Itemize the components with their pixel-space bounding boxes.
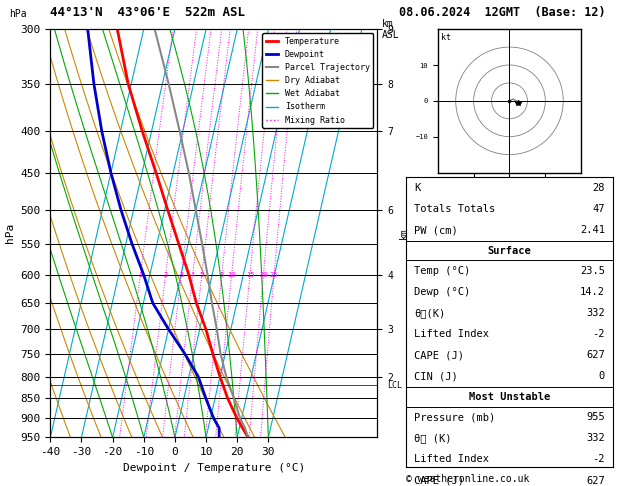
Text: 23.5: 23.5 [580,266,605,276]
Text: PW (cm): PW (cm) [414,225,458,235]
Text: 627: 627 [586,350,605,361]
Text: 332: 332 [586,308,605,318]
Y-axis label: km
ASL: km ASL [399,225,420,242]
Text: 0: 0 [599,371,605,382]
Text: -2: -2 [593,454,605,465]
Text: hPa: hPa [9,9,27,19]
Text: 14.2: 14.2 [580,287,605,297]
Text: Most Unstable: Most Unstable [469,392,550,402]
Text: K: K [414,183,420,193]
Text: 2: 2 [164,272,168,278]
Text: 20: 20 [259,272,268,278]
Text: km
ASL: km ASL [382,19,399,40]
Text: θᴇ(K): θᴇ(K) [414,308,445,318]
Text: 44°13'N  43°06'E  522m ASL: 44°13'N 43°06'E 522m ASL [50,6,245,19]
Text: Surface: Surface [487,245,532,256]
Text: 25: 25 [270,272,278,278]
Text: 332: 332 [586,434,605,443]
Text: kt: kt [442,33,452,42]
Text: LCL: LCL [387,381,402,390]
Text: 08.06.2024  12GMT  (Base: 12): 08.06.2024 12GMT (Base: 12) [399,6,606,19]
Text: 1: 1 [138,272,143,278]
Text: 47: 47 [593,204,605,214]
Text: Mixing Ratio (g/kg): Mixing Ratio (g/kg) [415,177,425,289]
Text: 15: 15 [246,272,254,278]
Text: θᴇ (K): θᴇ (K) [414,434,452,443]
Text: Totals Totals: Totals Totals [414,204,495,214]
Legend: Temperature, Dewpoint, Parcel Trajectory, Dry Adiabat, Wet Adiabat, Isotherm, Mi: Temperature, Dewpoint, Parcel Trajectory… [262,34,373,128]
Text: CAPE (J): CAPE (J) [414,350,464,361]
Text: 4: 4 [191,272,195,278]
Text: Lifted Index: Lifted Index [414,454,489,465]
Text: Dewp (°C): Dewp (°C) [414,287,470,297]
Text: Pressure (mb): Pressure (mb) [414,412,495,422]
X-axis label: Dewpoint / Temperature (°C): Dewpoint / Temperature (°C) [123,463,305,473]
Y-axis label: hPa: hPa [5,223,15,243]
Text: -2: -2 [593,329,605,339]
Text: 28: 28 [593,183,605,193]
Text: 3: 3 [179,272,183,278]
Text: Lifted Index: Lifted Index [414,329,489,339]
Text: 8: 8 [220,272,224,278]
Text: 5: 5 [199,272,204,278]
Text: Temp (°C): Temp (°C) [414,266,470,276]
Text: © weatheronline.co.uk: © weatheronline.co.uk [406,473,529,484]
Text: 627: 627 [586,476,605,486]
Text: 2.41: 2.41 [580,225,605,235]
Text: 955: 955 [586,412,605,422]
Text: 10: 10 [227,272,236,278]
Text: CAPE (J): CAPE (J) [414,476,464,486]
Text: CIN (J): CIN (J) [414,371,458,382]
